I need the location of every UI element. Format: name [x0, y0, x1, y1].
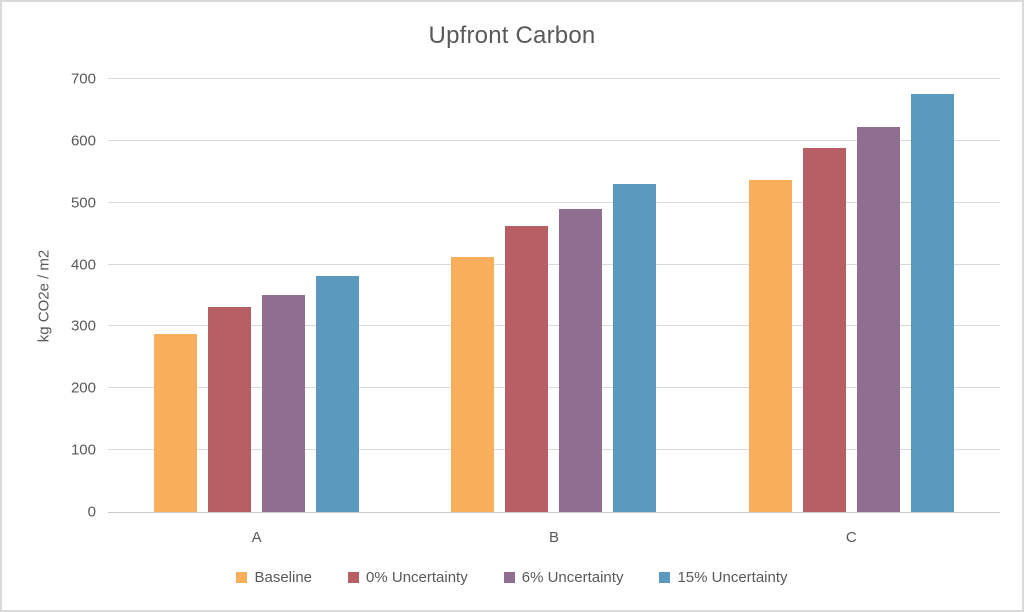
gridline: [108, 325, 1000, 327]
gridline: [108, 387, 1000, 389]
bar-b-6-uncertainty: [559, 208, 603, 512]
y-tick-label: 500: [70, 194, 96, 212]
category-group-a: [108, 79, 405, 512]
gridline: [108, 78, 1000, 79]
bar-a-0-uncertainty: [208, 307, 252, 512]
x-axis-label-a: A: [251, 529, 262, 546]
plot-categories: [108, 79, 1000, 512]
x-axis-label-b: B: [548, 529, 559, 546]
gridline: [108, 449, 1000, 451]
gridline: [108, 263, 1000, 265]
bar-c-15-uncertainty: [910, 93, 954, 512]
legend-swatch: [236, 572, 248, 583]
legend-swatch: [348, 572, 360, 583]
bar-b-0-uncertainty: [505, 226, 549, 512]
bar-b-baseline: [451, 257, 495, 512]
x-axis-labels: A B C: [108, 529, 1000, 546]
bar-a-6-uncertainty: [262, 294, 306, 512]
y-tick-label: 600: [70, 132, 96, 150]
plot-area: [108, 78, 1000, 513]
chart-title: Upfront Carbon: [428, 22, 596, 49]
legend-label: Baseline: [254, 569, 313, 586]
legend: Baseline 0% Uncertainty 6% Uncertainty 15% …: [2, 569, 1022, 586]
y-tick-label: 200: [70, 379, 96, 397]
legend-item: 0% Uncertainty: [348, 569, 468, 586]
y-tick-label: 400: [70, 256, 96, 274]
gridline: [108, 139, 1000, 141]
legend-item: Baseline: [236, 569, 312, 586]
x-axis-label-c: C: [845, 529, 857, 546]
legend-label: 6% Uncertainty: [521, 569, 624, 586]
legend-item: 6% Uncertainty: [503, 569, 624, 586]
category-group-b: [405, 79, 702, 512]
bar-c-6-uncertainty: [856, 126, 900, 512]
legend-label: 0% Uncertainty: [366, 569, 468, 586]
y-tick-label: 700: [70, 70, 96, 88]
legend-swatch: [503, 572, 515, 583]
y-tick-label: 300: [70, 317, 96, 335]
legend-item: 15% Uncertainty: [659, 569, 788, 586]
gridline: [108, 201, 1000, 203]
bar-a-15-uncertainty: [316, 276, 360, 512]
bar-a-baseline: [154, 334, 198, 512]
legend-label: 15% Uncertainty: [677, 569, 788, 586]
y-tick-label: 0: [87, 503, 96, 521]
y-tick-labels: 0 100 200 300 400 500 600 700: [2, 72, 96, 520]
y-tick-label: 100: [70, 441, 96, 459]
bar-c-0-uncertainty: [802, 148, 846, 512]
legend-swatch: [659, 572, 671, 583]
bar-b-15-uncertainty: [613, 183, 657, 512]
bar-c-baseline: [748, 179, 792, 512]
category-group-c: [703, 79, 1000, 512]
